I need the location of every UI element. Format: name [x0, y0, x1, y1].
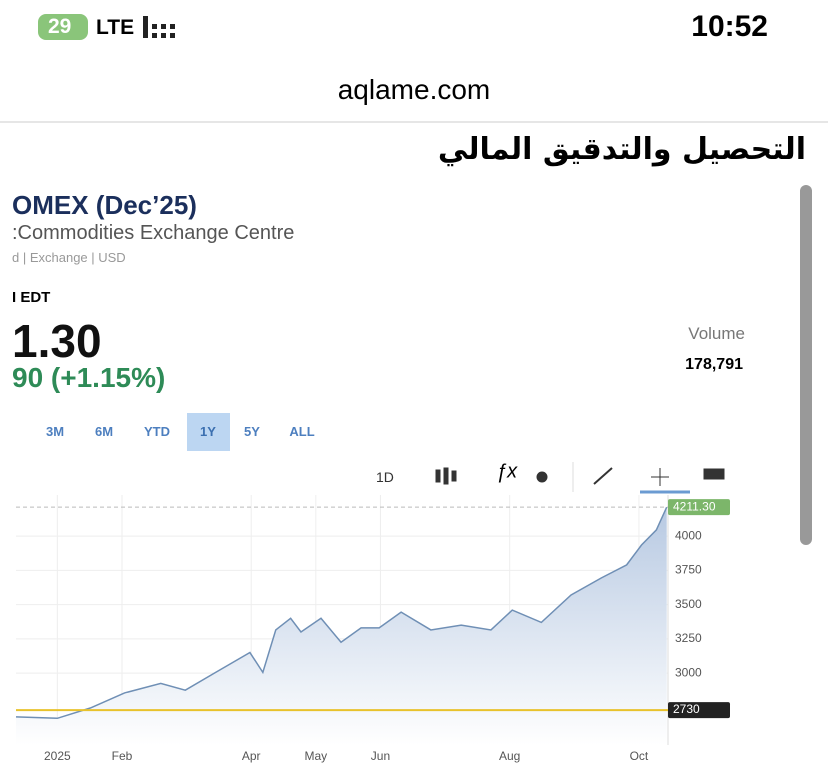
price: 1.30 — [12, 315, 102, 367]
quote-title: OMEX (Dec’25) — [12, 190, 197, 220]
network: LTE — [96, 16, 135, 39]
volume: 178,791 — [685, 356, 743, 373]
range-highlight — [187, 413, 230, 451]
range-button[interactable]: 1Y — [200, 424, 216, 439]
battery-level: 29 — [48, 15, 72, 38]
signal — [143, 16, 175, 38]
marker-tag — [668, 499, 730, 516]
range-button[interactable]: 5Y — [244, 424, 260, 439]
line — [15, 506, 668, 720]
y-tick-label: 3750 — [675, 563, 702, 577]
battery — [38, 14, 88, 40]
y-tick-label: 3250 — [675, 631, 702, 645]
marker-label: 4211.30 — [673, 499, 716, 513]
y-tick-label: 4000 — [675, 528, 702, 542]
url[interactable]: aqlame.com — [337, 74, 491, 105]
chart: 3000 3250 3500 3750 4000 2025 Feb Apr May Jun Aug O… — [15, 495, 730, 763]
y-tick-label: 3500 — [675, 597, 702, 611]
x-tick-label: 2025 — [44, 749, 71, 763]
time: 10:52 — [691, 10, 768, 43]
change: 90 (+1.15%) — [12, 362, 166, 393]
marker-tag — [668, 702, 730, 719]
x-tick-label: Aug — [499, 749, 520, 763]
interval[interactable]: 1D — [376, 469, 394, 485]
scrollbar — [800, 185, 812, 545]
x-tick-label: Apr — [242, 749, 261, 763]
marker-label: 2730 — [673, 702, 700, 716]
heading: التحصيل والتدقيق المالي — [437, 132, 806, 167]
time-zone: I EDT — [12, 289, 51, 306]
x-tick-label: Jun — [371, 749, 390, 763]
toolbar-icons — [435, 462, 725, 494]
y-tick-label: 3000 — [675, 665, 702, 679]
range-button[interactable]: 6M — [94, 424, 114, 439]
area — [16, 507, 667, 745]
range-button[interactable]: ALL — [289, 424, 315, 439]
range-button[interactable]: YTD — [144, 424, 170, 439]
x-tick-label: Feb — [112, 749, 133, 763]
meta: d | Exchange | USD — [12, 250, 126, 265]
volume-label: Volume — [688, 324, 745, 343]
x-tick-label: Oct — [630, 749, 649, 763]
exchange: :Commodities Exchange Centre — [12, 222, 295, 244]
x-tick-label: May — [304, 749, 327, 763]
fx-icon[interactable]: ƒx — [496, 460, 518, 482]
range-button[interactable]: 3M — [45, 424, 65, 439]
